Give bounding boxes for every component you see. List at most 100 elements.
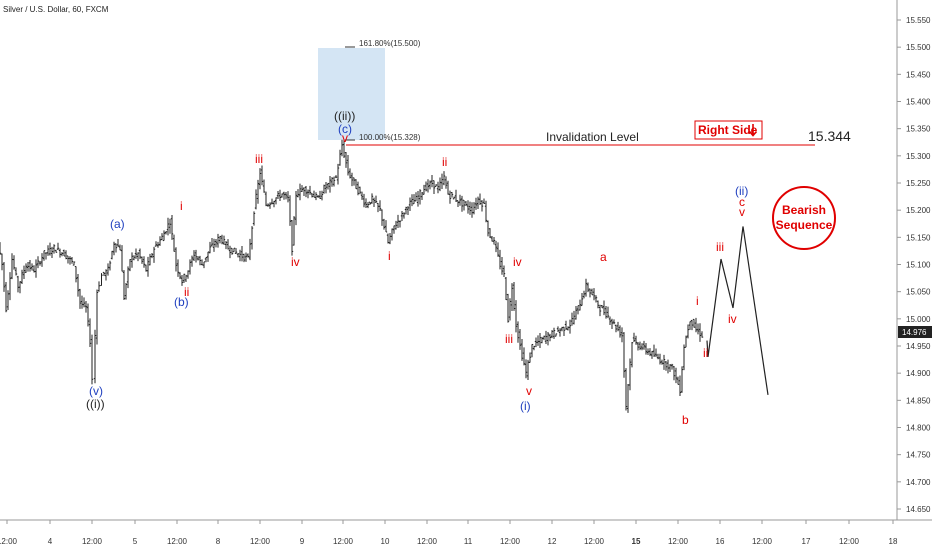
- price-bar: [114, 243, 118, 253]
- price-bar: [498, 249, 502, 270]
- price-bar: [208, 241, 212, 254]
- price-bar: [464, 201, 468, 207]
- price-bar: [128, 259, 132, 272]
- price-bar: [664, 361, 668, 371]
- price-bar: [100, 273, 103, 286]
- price-bar: [458, 194, 462, 206]
- price-bar: [674, 367, 678, 384]
- price-bar: [30, 263, 34, 271]
- price-bar: [408, 197, 412, 211]
- price-bar: [294, 190, 298, 226]
- price-bar: [64, 250, 68, 260]
- x-tick-label: 8: [216, 537, 221, 546]
- price-bar: [242, 253, 246, 263]
- price-bar: [646, 348, 650, 356]
- price-bar: [332, 176, 336, 187]
- price-bar: [472, 202, 476, 215]
- price-bar: [572, 310, 576, 325]
- price-bar: [558, 328, 562, 337]
- x-tick-label: 12:00: [668, 537, 689, 546]
- price-bar: [4, 281, 8, 313]
- price-bar: [546, 332, 550, 346]
- price-bar: [0, 242, 2, 255]
- price-bar: [142, 256, 146, 268]
- price-bar: [530, 343, 534, 358]
- price-bar: [460, 195, 464, 212]
- price-bar: [626, 384, 630, 413]
- price-bar: [60, 251, 64, 257]
- price-bar: [170, 215, 174, 240]
- price-bar: [236, 253, 240, 258]
- x-tick-label: 12:00: [839, 537, 860, 546]
- price-bar: [93, 329, 97, 384]
- price-bar: [370, 193, 374, 204]
- price-bar: [520, 339, 524, 361]
- y-tick-label: 14.750: [906, 451, 931, 460]
- price-bar: [476, 196, 480, 209]
- x-tick-label: 4: [48, 537, 53, 546]
- price-bar: [228, 245, 232, 259]
- price-bar: [438, 177, 442, 192]
- price-bar: [384, 220, 388, 233]
- price-bar: [454, 189, 458, 202]
- right-side-label: Right Side: [698, 123, 758, 137]
- price-bar: [110, 250, 114, 260]
- price-bar: [596, 300, 600, 309]
- y-tick-label: 15.100: [906, 261, 931, 270]
- price-bar: [180, 275, 184, 286]
- price-bar: [688, 321, 692, 330]
- price-bar: [338, 149, 342, 166]
- price-bar: [134, 248, 138, 259]
- price-bar: [88, 318, 92, 347]
- price-bar: [564, 320, 568, 330]
- price-bar: [660, 359, 664, 365]
- wave-label-i-third: i: [696, 294, 699, 308]
- price-bar: [334, 175, 338, 179]
- price-bar: [424, 181, 428, 192]
- price-bar: [400, 210, 404, 222]
- price-bar: [122, 270, 126, 301]
- price-bar: [148, 253, 152, 266]
- price-bar: [118, 244, 122, 251]
- price-bar: [328, 176, 332, 193]
- price-bar: [394, 220, 398, 230]
- price-bar: [300, 185, 304, 192]
- price-bar: [364, 198, 368, 208]
- price-bar: [466, 200, 470, 214]
- price-bar: [120, 245, 124, 272]
- wave-label-b: b: [682, 413, 689, 427]
- price-bar: [202, 261, 206, 269]
- price-bar: [440, 173, 444, 190]
- price-bar: [428, 180, 432, 190]
- price-bar: [10, 253, 14, 280]
- price-bar: [226, 239, 230, 250]
- price-bar: [652, 344, 656, 357]
- price-bar: [676, 376, 680, 385]
- price-bar: [544, 330, 548, 344]
- price-bar: [648, 348, 652, 357]
- price-bar: [632, 332, 636, 342]
- price-bar: [582, 290, 586, 299]
- price-bar: [12, 255, 16, 270]
- price-bar: [238, 249, 242, 262]
- price-bar: [274, 197, 278, 205]
- price-bar: [106, 263, 110, 276]
- price-bar: [436, 181, 440, 194]
- price-bar: [56, 242, 60, 250]
- price-bar: [292, 216, 296, 246]
- price-bar: [8, 272, 12, 301]
- wave-label-i-double-paren: ((i)): [86, 397, 105, 411]
- x-tick-label: 18: [889, 537, 898, 546]
- price-bar: [84, 301, 88, 313]
- price-bar: [484, 200, 488, 223]
- price-bar: [352, 177, 356, 186]
- price-bar: [342, 139, 346, 158]
- price-bar: [528, 352, 532, 364]
- x-tick-label: 12:00: [500, 537, 521, 546]
- y-tick-label: 14.650: [906, 505, 931, 514]
- price-bar: [456, 200, 460, 208]
- wave-label-v-third: v: [739, 205, 745, 219]
- price-bar: [38, 260, 42, 266]
- price-bar: [20, 269, 24, 285]
